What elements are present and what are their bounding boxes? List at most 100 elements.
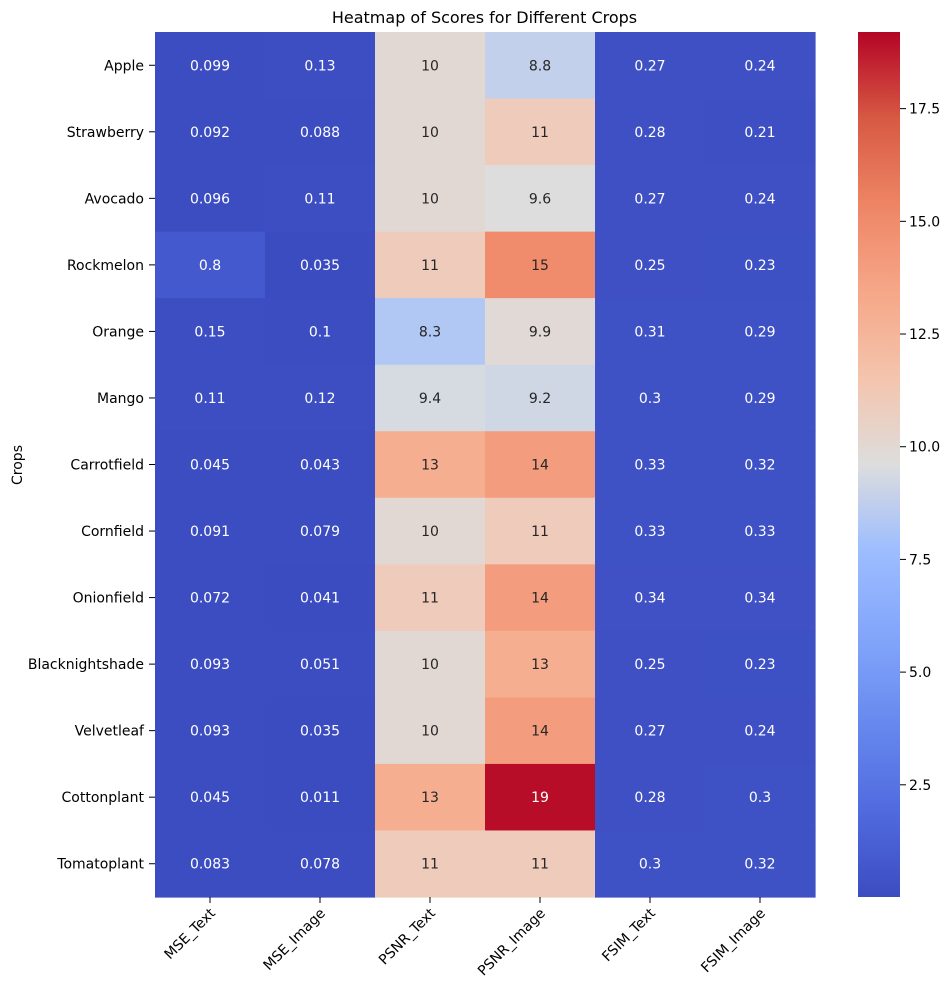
- cell-value-label: 0.091: [190, 524, 230, 540]
- cell-value-label: 0.11: [194, 391, 225, 407]
- cell-value-label: 8.8: [529, 58, 551, 74]
- heatmap-cell: [705, 32, 816, 100]
- heatmap-cell: [375, 98, 486, 166]
- cell-value-label: 11: [421, 258, 439, 274]
- heatmap-cell: [705, 763, 816, 832]
- cell-value-label: 0.096: [190, 191, 230, 207]
- heatmap-cell: [375, 697, 486, 765]
- column-tick-labels: MSE_Text MSE_Image PSNR_Text PSNR_Image FSIM…: [161, 897, 769, 980]
- cell-value-label: 0.25: [634, 258, 665, 274]
- cell-value-label: 0.15: [194, 324, 225, 340]
- heatmap-cell: [595, 231, 706, 299]
- cell-value-label: 10: [421, 724, 439, 740]
- column-tick-label: MSE_Text: [161, 905, 219, 963]
- chart-title: Heatmap of Scores for Different Crops: [332, 8, 637, 27]
- heatmap-cell: [705, 431, 816, 499]
- heatmap-cell: [155, 231, 266, 299]
- cell-value-label: 0.33: [744, 524, 775, 540]
- cell-value-label: 11: [421, 591, 439, 607]
- heatmap-cell: [705, 231, 816, 299]
- cell-value-label: 0.29: [744, 391, 775, 407]
- cell-value-label: 0.3: [639, 857, 661, 873]
- cell-value-label: 0.072: [190, 591, 230, 607]
- heatmap-cell: [265, 830, 376, 898]
- heatmap-cell: [705, 630, 816, 698]
- heatmap-cell: [265, 364, 376, 432]
- cell-value-label: 13: [531, 657, 549, 673]
- heatmap-cell: [375, 497, 486, 565]
- cell-value-label: 8.3: [419, 324, 441, 340]
- cell-value-label: 14: [531, 591, 549, 607]
- heatmap-cell: [485, 564, 596, 632]
- cell-value-label: 0.34: [744, 591, 775, 607]
- cell-value-label: 0.11: [304, 191, 335, 207]
- heatmap-cell: [375, 431, 486, 499]
- heatmap-cell: [265, 564, 376, 632]
- heatmap-cell: [595, 364, 706, 432]
- cell-value-label: 9.9: [529, 324, 551, 340]
- heatmap-cell: [155, 431, 266, 499]
- row-tick-label: Avocado: [85, 191, 144, 207]
- heatmap-cell: [595, 497, 706, 565]
- heatmap-cell: [265, 98, 376, 166]
- cell-value-label: 0.13: [304, 58, 335, 74]
- cell-value-label: 0.079: [300, 524, 340, 540]
- heatmap-cell: [705, 497, 816, 565]
- cell-value-label: 0.8: [199, 258, 221, 274]
- row-tick-label: Tomatoplant: [56, 857, 144, 873]
- heatmap-cell: [485, 98, 596, 166]
- cell-value-label: 0.34: [634, 591, 665, 607]
- column-tick-label: PSNR_Text: [376, 905, 439, 968]
- heatmap-cell: [155, 32, 266, 100]
- heatmap-cell: [485, 497, 596, 565]
- heatmap-cell: [595, 98, 706, 166]
- cell-value-label: 9.4: [419, 391, 441, 407]
- row-tick-label: Mango: [97, 391, 144, 407]
- row-tick-label: Blacknightshade: [28, 657, 144, 673]
- heatmap-cell: [705, 98, 816, 166]
- colorbar-tick-label: 5.0: [909, 665, 931, 681]
- cell-value-label: 0.043: [300, 458, 340, 474]
- heatmap-cells: [155, 32, 816, 898]
- cell-value-label: 0.3: [749, 790, 771, 806]
- cell-value-label: 13: [421, 458, 439, 474]
- cell-value-label: 0.31: [634, 324, 665, 340]
- heatmap-cell: [375, 364, 486, 432]
- heatmap-cell: [485, 165, 596, 233]
- row-tick-label: Cornfield: [81, 524, 144, 540]
- heatmap-cell: [375, 830, 486, 898]
- cell-value-label: 10: [421, 58, 439, 74]
- cell-value-label: 0.093: [190, 724, 230, 740]
- cell-value-label: 0.045: [190, 458, 230, 474]
- cell-value-label: 0.1: [309, 324, 331, 340]
- cell-value-label: 0.092: [190, 125, 230, 141]
- cell-value-label: 14: [531, 458, 549, 474]
- cell-value-label: 11: [531, 524, 549, 540]
- heatmap-cell: [265, 431, 376, 499]
- cell-value-label: 0.27: [634, 191, 665, 207]
- row-tick-label: Velvetleaf: [75, 724, 145, 740]
- row-tick-label: Onionfield: [73, 591, 144, 607]
- heatmap-cell: [375, 630, 486, 698]
- cell-value-label: 11: [531, 857, 549, 873]
- row-tick-label: Orange: [92, 324, 144, 340]
- cell-value-label: 0.32: [744, 458, 775, 474]
- colorbar: 2.5 5.0 7.5 10.0 12.5 15.0 17.5: [858, 32, 940, 897]
- heatmap-cell: [155, 98, 266, 166]
- column-tick-label: FSIM_Text: [599, 905, 659, 965]
- heatmap-cell: [595, 298, 706, 366]
- cell-value-label: 0.24: [744, 191, 775, 207]
- heatmap-cell: [595, 630, 706, 698]
- cell-value-label: 0.21: [744, 125, 775, 141]
- cell-value-label: 9.6: [529, 191, 551, 207]
- cell-value-label: 0.28: [634, 125, 665, 141]
- heatmap-cell: [375, 32, 486, 100]
- heatmap-cell: [155, 364, 266, 432]
- cell-value-label: 0.33: [634, 524, 665, 540]
- heatmap-cell-labels: 0.099 0.13 10 8.8 0.27 0.24 0.092 0.088 10 11 0.28…: [190, 58, 776, 872]
- colorbar-tick-label: 17.5: [909, 102, 940, 118]
- column-tick-label: PSNR_Image: [475, 906, 549, 980]
- row-tick-label: Strawberry: [67, 125, 144, 141]
